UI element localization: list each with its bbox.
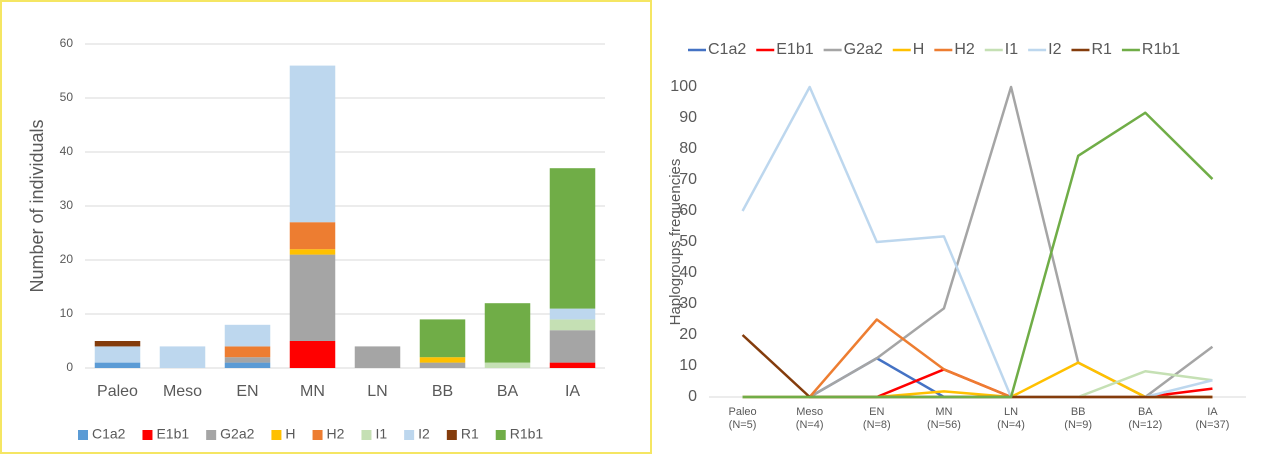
legend-swatch xyxy=(142,430,153,440)
x-tick-label: LN xyxy=(367,383,387,400)
legend-label: G2a2 xyxy=(220,426,254,442)
bar-segment xyxy=(289,341,336,368)
bar-segment xyxy=(549,330,596,363)
y-tick-label: 0 xyxy=(66,360,73,374)
series-line xyxy=(742,85,1214,399)
y-tick-label: 30 xyxy=(60,198,74,212)
x-tick-label: MN (N=56) xyxy=(927,406,961,431)
legend-label: E1b1 xyxy=(156,426,189,442)
legend-label: H xyxy=(285,426,295,442)
bar-segment xyxy=(549,308,596,320)
x-tick-label: BA (N=12) xyxy=(1128,406,1162,431)
x-tick-label: LN (N=4) xyxy=(997,406,1025,431)
x-tick-label: Paleo (N=5) xyxy=(728,406,756,431)
y-tick-label: 0 xyxy=(688,388,697,405)
legend-label: I2 xyxy=(1048,41,1061,58)
y-tick-label: 20 xyxy=(60,252,74,266)
bar-segment xyxy=(224,346,271,358)
legend-swatch xyxy=(78,430,88,440)
legend-label: C1a2 xyxy=(92,426,126,442)
x-tick-label: Meso (N=4) xyxy=(796,406,824,431)
legend-swatch xyxy=(446,430,457,440)
legend-swatch xyxy=(206,430,217,440)
legend-swatch xyxy=(312,430,323,440)
y-tick-label: 80 xyxy=(679,140,697,157)
legend-label: G2a2 xyxy=(844,41,883,58)
legend-label: R1b1 xyxy=(510,426,544,442)
legend-label: H2 xyxy=(327,426,345,442)
bar-segment xyxy=(419,357,466,363)
y-tick-label: 70 xyxy=(679,171,697,188)
legend-swatch xyxy=(404,430,415,440)
panel-border xyxy=(0,0,652,454)
bar-segment xyxy=(94,362,141,368)
series-line xyxy=(742,318,1213,399)
x-tick-label: IA xyxy=(565,383,580,400)
bar-segment xyxy=(224,324,271,347)
y-tick-label: 10 xyxy=(679,357,697,374)
series-line xyxy=(741,334,1213,399)
x-tick-label: Paleo xyxy=(97,383,138,400)
y-tick-label: 50 xyxy=(679,233,697,250)
legend-label: I2 xyxy=(418,426,430,442)
bar-segment xyxy=(289,65,336,223)
legend-label: I1 xyxy=(375,426,387,442)
legend-label: E1b1 xyxy=(776,41,813,58)
bar-segment xyxy=(419,362,466,368)
bar-segment xyxy=(159,346,206,368)
legend-label: I1 xyxy=(1005,41,1018,58)
x-tick-label: IA (N=37) xyxy=(1195,406,1229,431)
x-tick-label: Meso xyxy=(163,383,202,400)
legend-label: C1a2 xyxy=(708,41,746,58)
bar-segment xyxy=(549,168,596,309)
series-line xyxy=(742,357,1213,399)
series-line xyxy=(741,85,1213,399)
x-tick-label: BA xyxy=(497,383,519,400)
bar-segment xyxy=(94,341,141,347)
x-tick-label: BB xyxy=(432,383,453,400)
x-tick-label: EN (N=8) xyxy=(863,406,891,431)
bar-segment xyxy=(549,319,596,331)
legend-label: R1 xyxy=(1091,41,1112,58)
legend-swatch xyxy=(495,430,506,440)
bar-segment xyxy=(224,362,271,368)
x-tick-label: BB (N=9) xyxy=(1064,406,1092,431)
y-axis-label: Haplogroups frequencies xyxy=(667,159,684,326)
legend-swatch xyxy=(271,430,282,440)
bar-segment xyxy=(224,357,271,363)
x-tick-label: MN xyxy=(300,383,325,400)
legend-label: R1b1 xyxy=(1142,41,1180,58)
bar-segment xyxy=(484,362,531,368)
y-tick-label: 90 xyxy=(679,109,697,126)
y-tick-label: 10 xyxy=(60,306,74,320)
y-tick-label: 60 xyxy=(60,36,74,50)
legend-swatch xyxy=(361,430,372,440)
y-tick-label: 40 xyxy=(60,144,74,158)
legend-label: H2 xyxy=(954,41,975,58)
bar-segment xyxy=(289,254,336,341)
y-tick-label: 30 xyxy=(679,295,697,312)
bar-segment xyxy=(549,362,596,368)
bar-segment xyxy=(484,303,531,363)
y-axis-label: Number of individuals xyxy=(27,119,47,292)
series-line xyxy=(742,111,1214,399)
bar-segment xyxy=(354,346,401,368)
bar-segment xyxy=(289,222,336,250)
y-tick-label: 100 xyxy=(670,78,697,95)
y-tick-label: 40 xyxy=(679,264,697,281)
y-tick-label: 50 xyxy=(60,90,74,104)
x-tick-label: EN xyxy=(236,383,258,400)
bar-segment xyxy=(289,249,336,255)
legend-label: R1 xyxy=(461,426,479,442)
legend-label: H xyxy=(913,41,925,58)
bar-segment xyxy=(94,346,141,363)
bar-segment xyxy=(419,319,466,358)
y-tick-label: 60 xyxy=(679,202,697,219)
y-tick-label: 20 xyxy=(679,326,697,343)
